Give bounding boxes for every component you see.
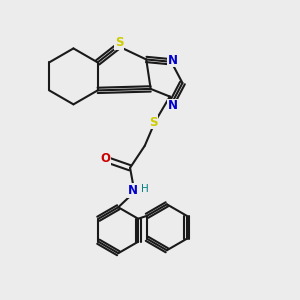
Text: N: N [128,184,138,197]
Text: S: S [149,116,158,129]
Text: H: H [141,184,149,194]
Text: O: O [100,152,110,166]
Text: N: N [168,54,178,67]
Text: S: S [115,36,123,49]
Text: N: N [168,99,178,112]
